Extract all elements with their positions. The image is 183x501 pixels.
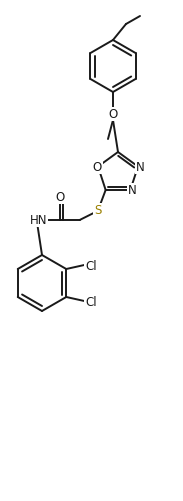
Text: N: N [136,161,144,174]
Text: O: O [92,161,102,174]
Text: O: O [55,191,64,204]
Text: S: S [94,204,101,217]
Text: Cl: Cl [85,259,97,272]
Text: N: N [128,184,137,197]
Text: HN: HN [30,214,47,227]
Text: Cl: Cl [85,295,97,308]
Text: O: O [108,108,118,121]
